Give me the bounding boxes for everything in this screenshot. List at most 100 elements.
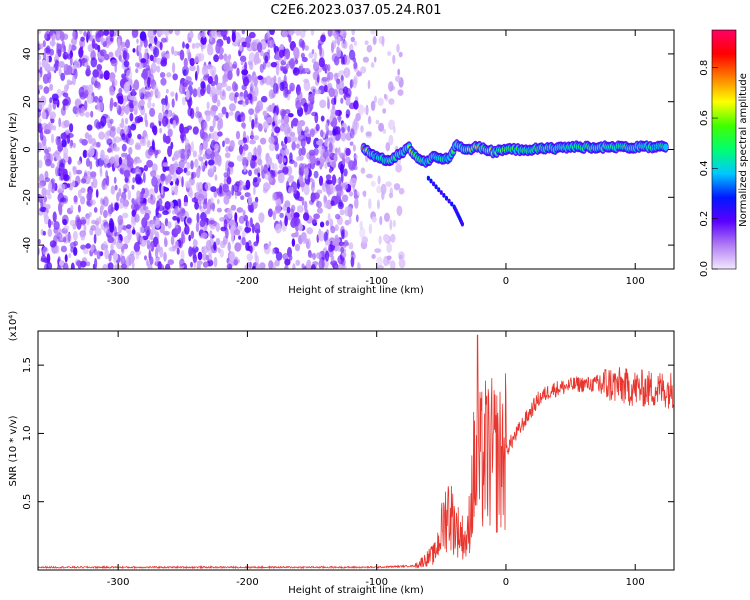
spectrogram-noise-cell [55, 166, 59, 177]
spectrogram-noise-cell [155, 149, 161, 155]
spectrogram-noise-cell [145, 64, 151, 71]
spectrogram-noise-cell [87, 84, 94, 95]
spectrogram-noise-cell [104, 131, 109, 141]
spectrogram-noise-cell [205, 254, 210, 261]
spectrogram-noise-cell [383, 233, 390, 243]
spectrogram-noise-cell [215, 154, 222, 164]
spectrogram-noise-cell [349, 128, 355, 139]
spectrogram-noise-cell [150, 170, 157, 178]
spectrogram-noise-cell [226, 36, 231, 45]
spectrogram-noise-cell [398, 258, 406, 269]
spectrogram-noise-cell [177, 167, 184, 174]
spectrogram-noise-cell [62, 174, 70, 182]
spectrogram-noise-cell [123, 137, 129, 143]
spectrogram-noise-cell [259, 262, 266, 269]
spectrogram-noise-cell [224, 137, 230, 145]
spectrogram-noise-cell [157, 205, 165, 212]
spectrogram-noise-cell [84, 89, 89, 97]
spectrogram-noise-cell [287, 177, 294, 183]
spectrogram-noise-cell [367, 115, 372, 125]
spectrogram-noise-cell [160, 184, 164, 195]
spectrogram-noise-cell [157, 261, 162, 269]
spectrogram-noise-cell [249, 115, 252, 123]
spectrogram-noise-cell [313, 61, 320, 72]
spectrogram-noise-cell [248, 31, 256, 39]
spectrogram-noise-cell [190, 230, 195, 239]
spectrogram-noise-cell [131, 198, 135, 205]
spectrogram-noise-cell [202, 261, 209, 268]
spectrogram-noise-cell [293, 46, 300, 58]
spectrogram-noise-cell [298, 223, 303, 232]
spectrogram-noise-cell [316, 160, 321, 165]
spectrogram-noise-cell [180, 217, 185, 223]
spectrogram-noise-cell [174, 221, 179, 229]
spectrogram-noise-cell [67, 133, 74, 138]
spectrogram-noise-cell [94, 43, 99, 50]
spectrogram-noise-cell [368, 198, 372, 210]
spectrogram-noise-cell [397, 68, 401, 76]
spectrogram-noise-cell [94, 227, 102, 236]
spectrogram-noise-cell [179, 123, 185, 134]
spectrogram-noise-cell [42, 246, 49, 256]
spectrogram-noise-cell [195, 42, 200, 49]
spectrogram-noise-cell [103, 70, 110, 81]
spectrogram-noise-cell [122, 50, 128, 60]
spectrogram-noise-cell [295, 30, 301, 36]
spectrogram-noise-cell [50, 163, 55, 169]
spectrogram-noise-cell [340, 30, 347, 38]
spectrogram-noise-cell [140, 58, 147, 63]
spectrogram-noise-cell [382, 128, 387, 135]
spectrogram-noise-cell [260, 164, 264, 175]
spectrogram-noise-cell [193, 239, 198, 247]
spectrogram-noise-cell [352, 120, 360, 131]
spectrogram-noise-cell [72, 166, 77, 175]
spectrogram-noise-cell [123, 82, 131, 93]
spectrogram-noise-cell [73, 246, 78, 256]
spectrogram-noise-cell [249, 82, 254, 92]
spectrogram-noise-cell [49, 103, 52, 113]
spectrogram-noise-cell [341, 154, 346, 166]
spectrogram-noise-cell [119, 122, 125, 128]
spectrogram-noise-cell [366, 44, 373, 53]
snr-x-label: Height of straight line (km) [288, 585, 424, 596]
spectrogram-noise-cell [106, 175, 110, 187]
spectrogram-noise-cell [170, 186, 175, 194]
spectrogram-noise-cell [254, 55, 257, 66]
spectrogram-noise-cell [268, 142, 276, 152]
spectrogram-noise-cell [301, 163, 308, 169]
spectrogram-noise-cell [69, 123, 74, 133]
spectrogram-noise-cell [254, 251, 258, 263]
spectrogram-noise-cell [222, 183, 230, 193]
spectrogram-noise-cell [90, 244, 94, 252]
spectrogram-noise-cell [85, 243, 91, 249]
spectrogram-noise-cell [286, 89, 292, 95]
spectrogram-noise-cell [308, 252, 313, 258]
spectrogram-noise-cell [256, 232, 260, 244]
spectrogram-noise-cell [243, 164, 247, 173]
spectrogram-noise-cell [294, 243, 301, 252]
spectrogram-noise-cell [244, 192, 251, 198]
spectrogram-noise-cell [59, 233, 64, 241]
x-tick-label: -100 [365, 577, 388, 588]
spectrogram-noise-cell [234, 92, 239, 98]
spectrogram-noise-cell [146, 159, 154, 168]
snr-y-multiplier: (x10⁴) [8, 311, 19, 342]
spectrogram-noise-cell [236, 207, 244, 213]
spectrogram-noise-cell [257, 42, 263, 53]
y-tick-label: 40 [22, 48, 33, 61]
spectrogram-noise-cell [353, 40, 358, 46]
spectrogram-noise-cell [85, 111, 90, 118]
spectrogram-noise-cell [194, 57, 198, 64]
spectrogram-noise-cell [267, 156, 273, 165]
spectrogram-noise-cell [274, 141, 279, 152]
spectrogram-noise-cell [142, 206, 149, 211]
spectrogram-noise-cell [323, 231, 328, 243]
spectrogram-noise-cell [57, 202, 63, 213]
spectrogram-noise-cell [325, 155, 329, 165]
spectrogram-noise-cell [320, 129, 324, 138]
spectrogram-noise-cell [187, 81, 194, 86]
colorbar-ticks: 0.0 0.2 0.4 0.6 0.8 [699, 60, 718, 277]
spectrogram-noise-cell [51, 93, 59, 102]
spectrogram-noise-cell [332, 128, 337, 136]
spectrogram-noise-cell [60, 132, 68, 141]
